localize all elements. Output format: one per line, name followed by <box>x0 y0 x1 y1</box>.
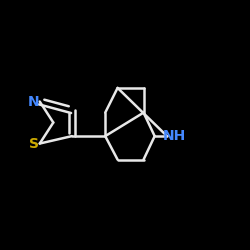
Text: N: N <box>28 94 39 108</box>
Text: S: S <box>28 136 38 150</box>
Text: NH: NH <box>163 129 186 143</box>
